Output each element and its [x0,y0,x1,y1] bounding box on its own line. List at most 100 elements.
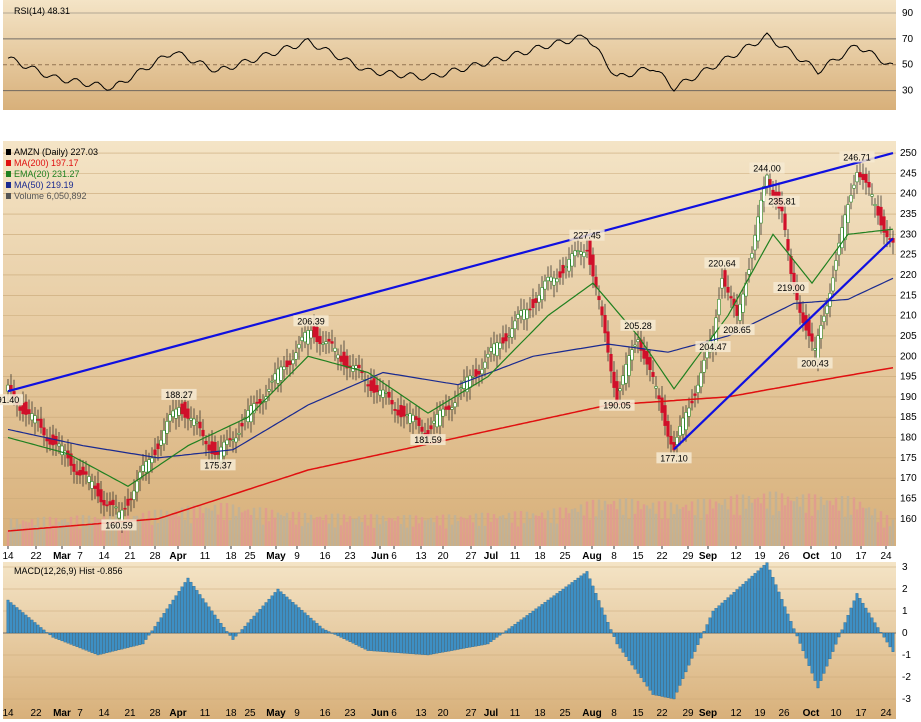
volume-bar [675,504,679,546]
macd-bar [423,632,427,655]
volume-bar [828,500,832,546]
candle-body [432,420,436,424]
candle-body [282,366,286,370]
candle-body [666,421,670,437]
volume-bar [237,507,241,546]
rsi-tick-label: 70 [902,34,914,45]
price-annotation: 220.64 [708,258,736,268]
volume-bar [465,519,469,546]
macd-bar [537,606,541,634]
macd-bar [120,632,124,650]
volume-bar [435,515,439,546]
x-tick-label: 10 [830,551,842,562]
x-tick-label: 21 [124,551,136,562]
volume-bar [459,516,463,546]
macd-bar [855,593,859,634]
candle-body [633,344,637,347]
volume-bar [591,499,595,546]
price-annotations: 91.40 188.27 175.37 206.39 181.59 227.45 205.2… [0,151,875,531]
macd-bar [798,632,802,644]
volume-bar [408,514,412,546]
macd-bar [678,632,682,686]
macd-bar [336,632,340,637]
volume-bar [318,516,322,546]
volume-bar [42,516,46,546]
volume-bar [774,491,778,546]
candle-body [543,280,547,290]
macd-bar [426,632,430,656]
macd-tick-label: 2 [902,584,908,595]
candle-body [315,327,319,343]
candle-body [630,349,634,361]
candle-body [831,277,835,292]
annotation-bg [719,324,755,336]
volume-bar [372,527,376,546]
volume-bar [24,521,28,546]
x-tick-label: 21 [124,708,136,719]
volume-bar [852,497,856,546]
volume-bar [576,511,580,546]
volume-bar [783,505,787,546]
macd-bar [123,632,127,649]
candle-body [471,375,475,378]
x-tick-label: 13 [415,551,427,562]
volume-bar [807,493,811,546]
macd-bar [33,622,37,634]
price-tick-label: 200 [900,351,917,362]
macd-bar [723,600,727,634]
macd-bar [699,632,703,639]
volume-bar [621,514,625,546]
macd-bar [177,591,181,634]
candle-body [771,189,775,197]
macd-bar [753,573,757,634]
macd-bar [591,585,595,634]
annotation-bg [569,229,605,241]
macd-bar [831,632,835,652]
volume-bar [504,519,508,546]
candle-body [684,412,688,431]
volume-bar [213,504,217,546]
candle-body [495,342,499,357]
macd-bar [138,632,142,645]
volume-bar [573,508,577,546]
x-tick-label: 22 [30,708,42,719]
macd-bar [111,632,115,652]
price-annotation: 175.37 [204,460,232,470]
candle-body [867,181,871,188]
x-tick-label: 11 [200,708,211,719]
candle-body [693,393,697,396]
macd-bar [795,632,799,637]
macd-bar [459,632,463,650]
x-tick-label: Jul [484,551,499,562]
candle-body [852,184,856,189]
volume-bar [111,525,115,546]
macd-bar [366,632,370,651]
macd-bar [255,612,259,634]
volume-bar [657,501,661,546]
candle-body [258,399,262,404]
macd-bar [474,632,478,647]
candle-body [60,445,64,456]
volume-bar [696,499,700,546]
rsi-tick-label: 90 [902,8,914,19]
volume-bar [717,503,721,546]
volume-bar [885,515,889,546]
x-tick-label: 9 [294,708,300,719]
price-annotation: 204.47 [699,342,727,352]
macd-bar [561,588,565,634]
candle-body [501,337,505,344]
volume-bar [705,514,709,546]
candle-body [603,314,607,334]
macd-bar [726,597,730,634]
macd-bar [576,577,580,634]
x-tick-label: Sep [699,551,717,562]
macd-bar [786,613,790,634]
candle-body [372,378,376,393]
volume-bar [219,502,223,546]
candle-body [756,216,760,242]
macd-bar [513,624,517,634]
x-tick-label: 18 [225,551,237,562]
candle-body [678,426,682,437]
volume-bar [423,520,427,546]
volume-bar [738,515,742,546]
